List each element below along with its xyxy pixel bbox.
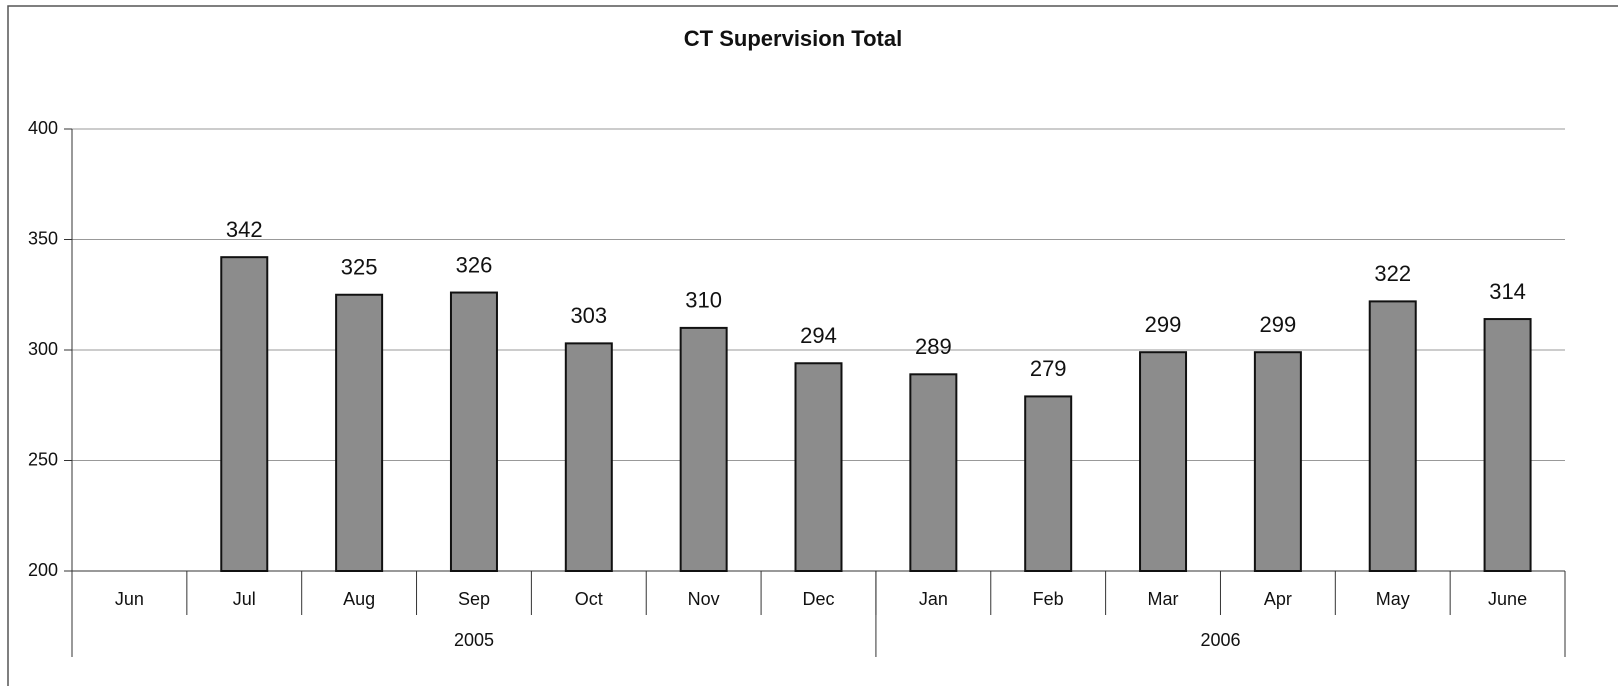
x-tick-label: Feb [1033,589,1064,609]
x-tick-label: Oct [575,589,603,609]
y-tick-label: 300 [28,339,58,359]
value-label: 289 [915,334,952,359]
x-tick-label: Dec [802,589,834,609]
group-label: 2005 [454,630,494,650]
bar [1253,351,1302,572]
x-tick-label: Jan [919,589,948,609]
chart-frame [7,5,1618,686]
value-label: 303 [570,303,607,328]
value-label: 299 [1145,312,1182,337]
x-tick-label: June [1488,589,1527,609]
bar [794,362,843,573]
value-label: 326 [456,252,493,277]
x-tick-label: Jun [115,589,144,609]
x-tick-label: Nov [688,589,720,609]
y-tick-label: 200 [28,560,58,580]
bar [220,256,269,572]
bar [449,291,498,572]
bar [335,293,384,572]
value-label: 325 [341,255,378,280]
bar [1483,318,1532,572]
bar [1368,300,1417,572]
x-tick-label: Sep [458,589,490,609]
x-tick-label: Apr [1264,589,1292,609]
y-tick-label: 400 [28,118,58,138]
x-tick-label: Jul [233,589,256,609]
group-label: 2006 [1200,630,1240,650]
value-label: 279 [1030,356,1067,381]
bar [1139,351,1188,572]
y-tick-label: 350 [28,228,58,248]
value-label: 314 [1489,279,1526,304]
value-label: 342 [226,217,263,242]
chart-title: CT Supervision Total [684,26,902,51]
x-tick-label: Mar [1148,589,1179,609]
value-label: 322 [1374,261,1411,286]
bar [909,373,958,572]
y-tick-label: 250 [28,449,58,469]
value-label: 294 [800,323,837,348]
x-tick-label: Aug [343,589,375,609]
value-label: 310 [685,288,722,313]
bar [1024,395,1073,572]
bar [679,326,728,572]
x-tick-label: May [1376,589,1410,609]
bar [564,342,613,572]
value-label: 299 [1260,312,1297,337]
